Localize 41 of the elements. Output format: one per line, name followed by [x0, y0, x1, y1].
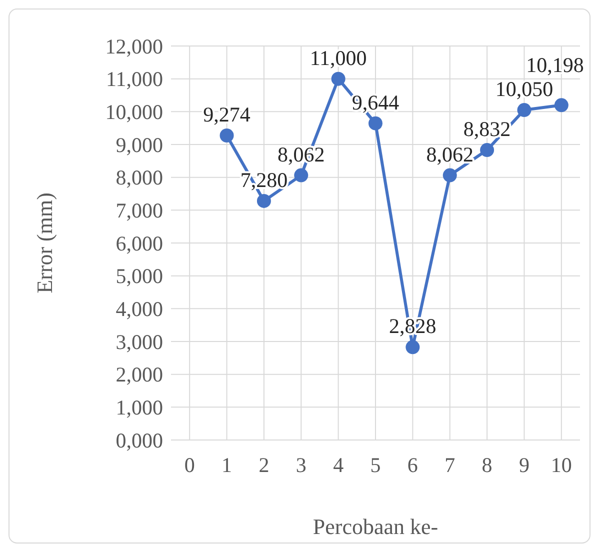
- x-axis-title: Percobaan ke-: [312, 514, 438, 539]
- x-tick-label: 2: [258, 453, 270, 477]
- x-tick-label: 1: [222, 453, 232, 477]
- y-tick-label: 3,000: [116, 330, 163, 354]
- y-tick-label: 12,000: [105, 34, 163, 58]
- x-tick-label: 7: [444, 453, 456, 477]
- x-tick-label: 6: [407, 453, 418, 477]
- y-tick-label: 8,000: [116, 166, 163, 190]
- point: [368, 116, 382, 130]
- x-tick-label: 0: [184, 453, 195, 477]
- point: [331, 72, 346, 86]
- data-label: 10,050: [495, 77, 554, 102]
- y-tick-label: 2,000: [116, 362, 163, 387]
- x-tick-label: 3: [296, 453, 306, 477]
- point: [406, 340, 420, 354]
- point: [294, 168, 308, 182]
- point: [554, 98, 568, 112]
- y-tick-label: 6,000: [116, 231, 163, 256]
- y-tick-label: 0,000: [116, 428, 163, 452]
- point: [442, 168, 457, 182]
- data-label: 11,000: [310, 46, 367, 70]
- y-tick-label: 5,000: [116, 264, 163, 288]
- x-tick-label: 9: [518, 453, 530, 477]
- data-label: 8,062: [426, 142, 474, 166]
- point: [517, 103, 532, 118]
- y-axis-title: Error (mm): [32, 192, 57, 294]
- y-tick-label: 4,000: [116, 297, 163, 322]
- point: [480, 143, 494, 158]
- point: [220, 128, 234, 143]
- x-tick-label: 4: [333, 453, 344, 477]
- y-tick-label: 1,000: [116, 396, 163, 420]
- y-tick-label: 10,000: [105, 100, 163, 124]
- x-tick-label: 10: [550, 453, 572, 477]
- data-label: 10,198: [526, 53, 584, 78]
- x-tick-label: 5: [370, 453, 381, 477]
- y-tick-label: 7,000: [116, 198, 163, 223]
- x-tick-label: 8: [482, 453, 492, 477]
- y-tick-label: 9,000: [116, 132, 163, 157]
- y-tick-label: 11,000: [106, 67, 163, 92]
- point: [256, 194, 271, 208]
- data-label: 9,274: [203, 102, 251, 127]
